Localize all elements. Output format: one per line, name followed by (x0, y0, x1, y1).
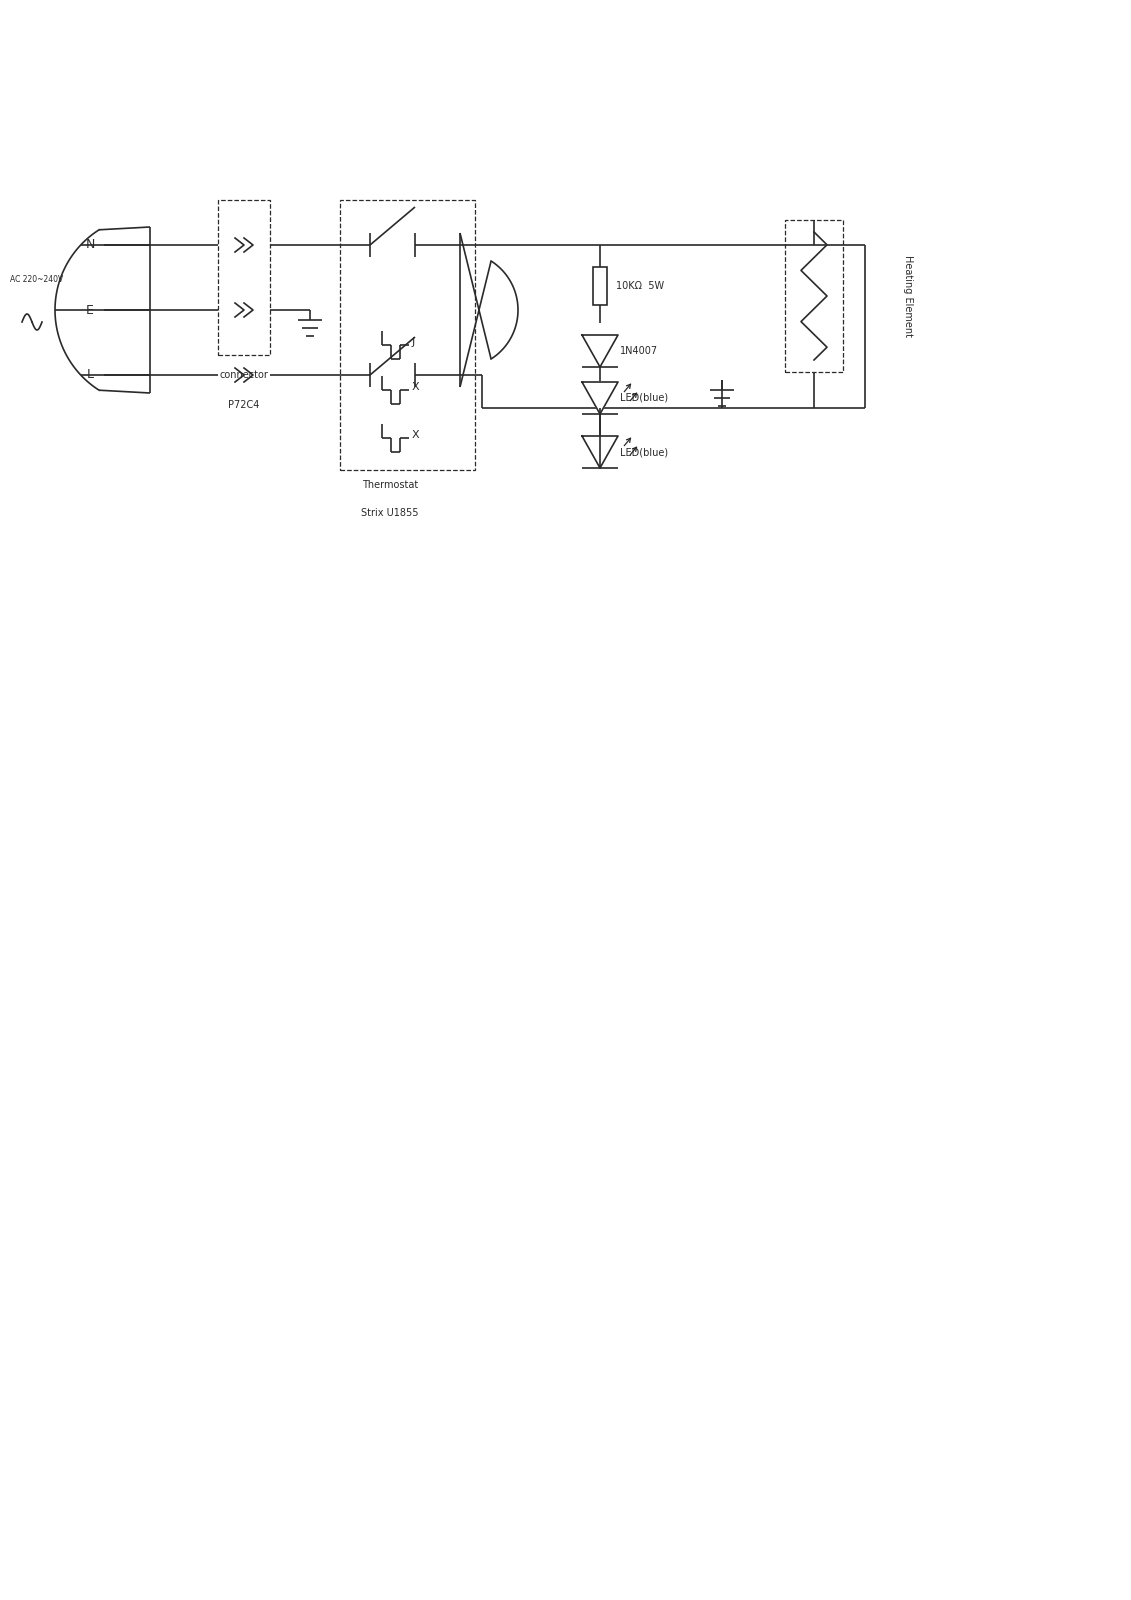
Text: Thermostat: Thermostat (362, 480, 418, 490)
Text: LED(blue): LED(blue) (620, 394, 668, 403)
Text: J: J (412, 338, 415, 347)
Polygon shape (582, 382, 618, 414)
Text: Strix U1855: Strix U1855 (361, 509, 418, 518)
Text: X: X (412, 382, 420, 392)
Text: 1N4007: 1N4007 (620, 346, 658, 357)
Polygon shape (582, 437, 618, 469)
Text: AC 220~240V: AC 220~240V (10, 275, 63, 285)
Bar (340, 200, 475, 470)
Bar (218, 200, 270, 355)
Bar (785, 219, 843, 371)
Text: P72C4: P72C4 (228, 400, 260, 410)
Text: 10KΩ  5W: 10KΩ 5W (616, 282, 664, 291)
Polygon shape (582, 334, 618, 366)
Text: L: L (86, 368, 94, 381)
Text: N: N (85, 238, 95, 251)
Text: Heating Element: Heating Element (903, 254, 913, 338)
Text: LED(blue): LED(blue) (620, 446, 668, 458)
Bar (593, 267, 607, 306)
Text: E: E (86, 304, 94, 317)
Text: X: X (412, 430, 420, 440)
Text: connector: connector (219, 370, 268, 379)
